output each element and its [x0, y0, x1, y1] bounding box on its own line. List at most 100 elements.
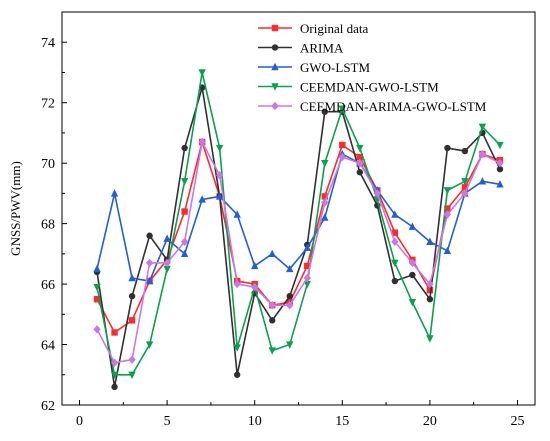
data-point [496, 166, 504, 173]
data-point [496, 141, 504, 150]
data-point [268, 249, 276, 258]
data-point [268, 301, 276, 310]
data-point [321, 193, 328, 200]
legend-label: GWO-LSTM [300, 60, 370, 75]
data-point [181, 208, 188, 215]
data-point [461, 184, 469, 191]
data-point [303, 273, 311, 283]
legend-marker [271, 62, 279, 71]
data-point [145, 276, 154, 285]
y-tick-label: 70 [41, 157, 55, 172]
data-point [215, 192, 224, 200]
data-point [426, 237, 434, 245]
legend-item: GWO-LSTM [258, 60, 370, 75]
data-point [478, 149, 487, 159]
data-point [233, 344, 241, 352]
data-point [321, 159, 329, 168]
series-line [96, 153, 501, 282]
data-point [444, 144, 451, 152]
data-point [128, 317, 136, 324]
data-point [128, 355, 136, 364]
y-axis-title: GNSS/PWV(mm) [8, 161, 23, 256]
data-point [321, 213, 329, 221]
data-point [356, 169, 364, 176]
data-point [461, 189, 469, 198]
data-point [303, 243, 311, 251]
series-layer [93, 69, 504, 391]
legend-item: ARIMA [258, 41, 344, 56]
x-tick-label: 20 [423, 414, 437, 429]
data-point [145, 341, 154, 349]
data-point [426, 279, 434, 289]
series-line [96, 86, 501, 388]
data-point [321, 108, 328, 115]
data-point [269, 317, 276, 324]
data-point [373, 189, 382, 198]
data-point [461, 147, 469, 155]
data-point [356, 153, 364, 161]
series-line [96, 71, 501, 376]
data-point [180, 249, 189, 258]
data-point [426, 286, 434, 294]
y-tick-label: 62 [41, 399, 55, 414]
data-point [110, 358, 119, 367]
data-point [304, 262, 311, 270]
y-tick-label: 66 [41, 278, 55, 293]
data-point [198, 137, 206, 147]
data-point [408, 258, 417, 268]
data-point [251, 282, 259, 292]
y-tick-label: 74 [41, 36, 55, 51]
data-point [110, 371, 119, 379]
data-point [163, 258, 171, 268]
data-point [145, 258, 154, 268]
data-point [391, 259, 399, 268]
legend-item: Original data [258, 21, 368, 36]
data-point [443, 210, 452, 219]
data-point [444, 205, 451, 212]
data-point [110, 189, 119, 197]
data-point [198, 195, 206, 203]
legend-label: CEEMDAN-GWO-LSTM [300, 80, 439, 95]
data-point [93, 264, 101, 273]
data-point [426, 295, 434, 303]
data-point [443, 246, 452, 255]
data-point [338, 105, 346, 113]
x-tick-label: 10 [248, 414, 262, 429]
data-point [233, 279, 241, 289]
data-point [391, 229, 399, 236]
legend-marker [271, 24, 279, 32]
data-point [391, 210, 399, 218]
data-point [180, 237, 189, 246]
data-point [198, 69, 206, 77]
data-point [215, 171, 224, 180]
data-point [321, 198, 329, 207]
data-point [251, 261, 259, 270]
data-point [163, 234, 171, 242]
data-point [286, 264, 294, 273]
data-point [408, 299, 417, 307]
data-point [496, 158, 504, 168]
data-point [478, 123, 487, 132]
data-point [286, 292, 293, 300]
data-point [356, 158, 364, 168]
legend-item: CEEMDAN-ARIMA-GWO-LSTM [258, 99, 487, 114]
data-point [286, 341, 294, 349]
legend-marker [271, 101, 279, 111]
legend-marker [271, 83, 279, 91]
data-point [93, 295, 101, 303]
data-point [128, 292, 136, 300]
data-point [146, 232, 153, 239]
data-point [163, 265, 171, 274]
data-point [356, 144, 364, 153]
data-point [233, 371, 241, 378]
data-point [181, 144, 188, 152]
legend-label: Original data [300, 21, 368, 36]
axes-layer: 0 5 10 15 20 25 62 64 66 68 70 72 74 GNSS/PWV(mm) [8, 11, 536, 429]
series-line [96, 141, 501, 334]
data-point [268, 347, 276, 355]
data-point [286, 301, 294, 310]
data-point [93, 325, 101, 334]
y-tick-label: 72 [41, 97, 55, 112]
